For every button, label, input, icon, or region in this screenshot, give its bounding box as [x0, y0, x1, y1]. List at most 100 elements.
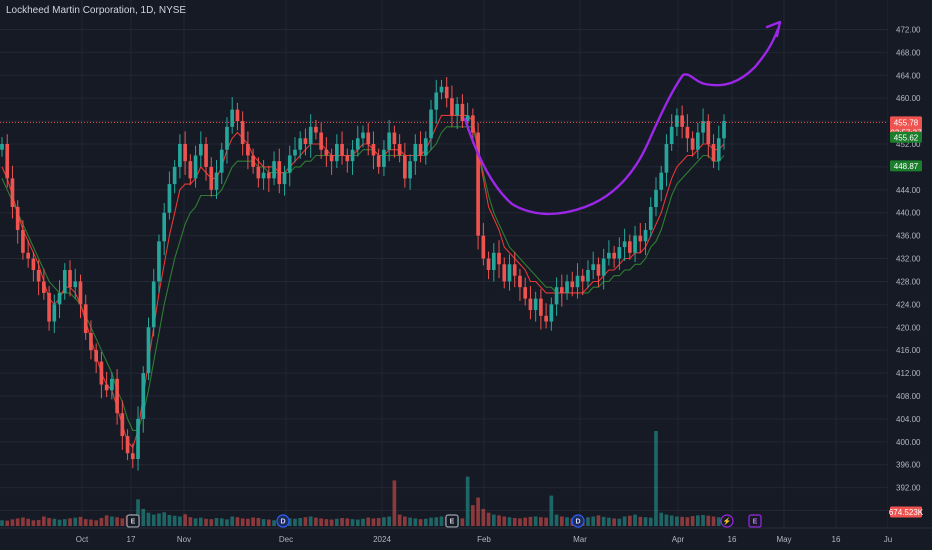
- candle-body[interactable]: [146, 327, 151, 374]
- candle-body[interactable]: [659, 172, 664, 190]
- candle-body[interactable]: [518, 275, 522, 288]
- candle-body[interactable]: [272, 161, 276, 179]
- candle-body[interactable]: [706, 121, 711, 144]
- candle-body[interactable]: [465, 115, 470, 122]
- candle-body[interactable]: [387, 132, 391, 150]
- candle-body[interactable]: [178, 144, 182, 167]
- candle-body[interactable]: [251, 155, 255, 167]
- candle-body[interactable]: [21, 229, 25, 253]
- candle-body[interactable]: [507, 264, 512, 282]
- candle-body[interactable]: [549, 304, 554, 322]
- candle-body[interactable]: [31, 258, 36, 270]
- candle-body[interactable]: [204, 144, 208, 167]
- candle-body[interactable]: [633, 235, 637, 253]
- candle-body[interactable]: [471, 115, 475, 133]
- candle-body[interactable]: [565, 281, 569, 293]
- candle-body[interactable]: [680, 115, 684, 127]
- earnings-marker[interactable]: [126, 514, 140, 528]
- candle-body[interactable]: [622, 241, 627, 248]
- candle-body[interactable]: [382, 149, 386, 167]
- candle-body[interactable]: [26, 252, 30, 259]
- candle-body[interactable]: [219, 149, 224, 173]
- candle-body[interactable]: [246, 144, 250, 156]
- candle-body[interactable]: [355, 138, 360, 150]
- candle-body[interactable]: [350, 149, 355, 162]
- candle-body[interactable]: [627, 241, 632, 253]
- candle-body[interactable]: [308, 126, 313, 144]
- candle-body[interactable]: [460, 103, 465, 122]
- candle-body[interactable]: [115, 378, 119, 414]
- candle-body[interactable]: [523, 287, 528, 299]
- earnings-upcoming-marker[interactable]: [748, 514, 762, 528]
- candle-body[interactable]: [486, 258, 491, 270]
- candle-body[interactable]: [675, 115, 679, 127]
- candle-body[interactable]: [455, 103, 460, 116]
- candle-body[interactable]: [429, 109, 433, 139]
- candle-body[interactable]: [230, 109, 235, 127]
- candle-body[interactable]: [0, 144, 4, 150]
- candle-body[interactable]: [476, 132, 480, 236]
- candle-body[interactable]: [716, 138, 721, 162]
- candle-body[interactable]: [685, 126, 690, 139]
- candle-body[interactable]: [701, 121, 705, 133]
- candle-body[interactable]: [94, 350, 99, 362]
- candle-body[interactable]: [83, 304, 88, 333]
- candle-body[interactable]: [329, 155, 334, 162]
- candle-body[interactable]: [696, 132, 700, 150]
- candle-body[interactable]: [172, 166, 177, 185]
- candle-body[interactable]: [722, 121, 726, 139]
- candle-body[interactable]: [198, 144, 203, 156]
- candle-body[interactable]: [418, 144, 423, 156]
- candle-body[interactable]: [596, 264, 601, 276]
- candle-body[interactable]: [303, 138, 308, 144]
- candle-body[interactable]: [533, 298, 538, 311]
- candle-body[interactable]: [570, 281, 575, 288]
- candle-body[interactable]: [261, 172, 266, 179]
- candle-body[interactable]: [47, 292, 51, 322]
- dividend-marker[interactable]: [276, 514, 290, 528]
- candle-body[interactable]: [664, 144, 669, 173]
- candle-body[interactable]: [282, 172, 287, 185]
- candle-body[interactable]: [591, 264, 596, 270]
- candle-body[interactable]: [669, 126, 674, 144]
- candle-body[interactable]: [78, 281, 83, 305]
- candle-body[interactable]: [423, 138, 428, 156]
- candle-body[interactable]: [104, 384, 109, 391]
- candle-body[interactable]: [319, 132, 323, 150]
- dividend-marker[interactable]: [571, 514, 585, 528]
- candle-body[interactable]: [413, 144, 418, 162]
- candle-body[interactable]: [638, 235, 643, 242]
- candle-body[interactable]: [68, 270, 72, 288]
- candle-body[interactable]: [617, 247, 622, 259]
- candle-body[interactable]: [314, 126, 318, 133]
- candle-body[interactable]: [643, 229, 648, 242]
- candle-body[interactable]: [335, 144, 339, 162]
- price-axis[interactable]: [888, 0, 932, 528]
- candle-body[interactable]: [497, 252, 501, 265]
- candle-body[interactable]: [141, 373, 146, 419]
- candle-body[interactable]: [444, 86, 449, 99]
- candle-body[interactable]: [52, 304, 57, 322]
- candle-body[interactable]: [439, 86, 444, 93]
- candle-body[interactable]: [240, 121, 245, 144]
- candle-body[interactable]: [277, 161, 282, 185]
- time-axis[interactable]: [0, 528, 932, 550]
- candle-body[interactable]: [586, 270, 590, 282]
- candle-body[interactable]: [235, 109, 240, 122]
- candle-body[interactable]: [5, 144, 10, 179]
- candle-body[interactable]: [554, 287, 559, 305]
- candle-body[interactable]: [157, 241, 161, 282]
- candle-body[interactable]: [711, 144, 716, 162]
- candle-body[interactable]: [298, 138, 303, 150]
- candle-body[interactable]: [392, 132, 397, 144]
- candle-body[interactable]: [601, 258, 606, 276]
- candle-body[interactable]: [434, 92, 439, 110]
- candle-body[interactable]: [366, 132, 371, 144]
- candle-body[interactable]: [183, 144, 187, 162]
- candle-body[interactable]: [193, 155, 198, 179]
- candle-body[interactable]: [559, 287, 564, 293]
- candle-body[interactable]: [512, 264, 517, 276]
- candle-body[interactable]: [450, 98, 454, 116]
- candle-body[interactable]: [162, 212, 167, 242]
